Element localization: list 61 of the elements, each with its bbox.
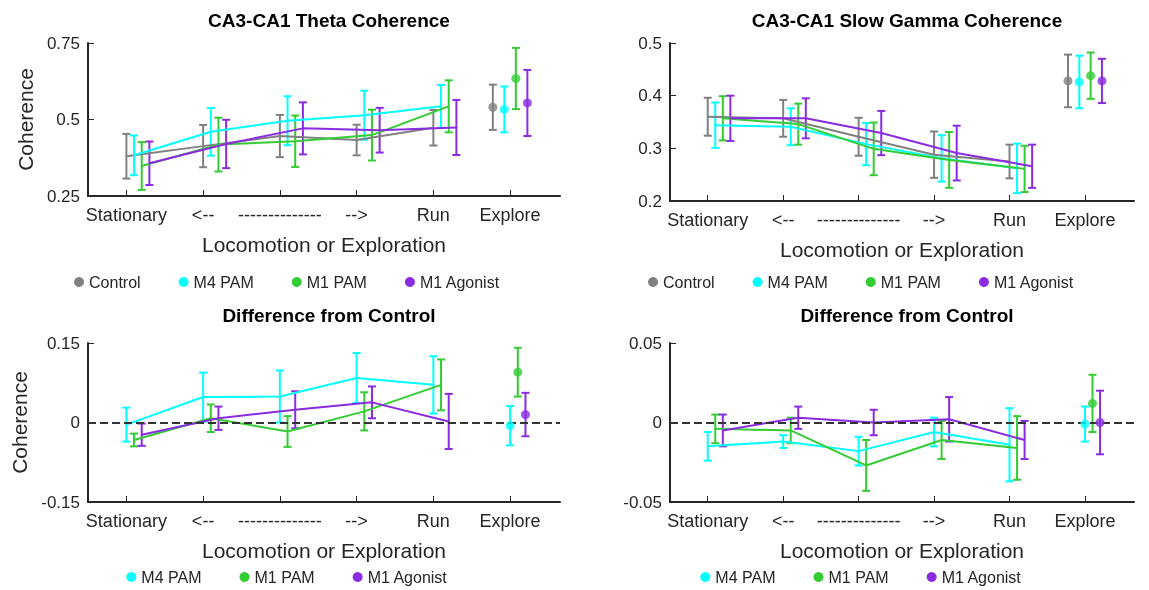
y-tick-label: 0	[652, 413, 662, 432]
y-tick-label: 0.5	[638, 33, 662, 53]
legend-label: M1 Agonist	[941, 568, 1022, 586]
legend-label: M1 PAM	[306, 273, 367, 291]
chart-title: Difference from Control	[800, 305, 1014, 326]
legend-label: M1 PAM	[828, 568, 889, 586]
y-tick-label: 0.3	[638, 138, 662, 158]
y-tick-label: 0.2	[638, 191, 662, 211]
legend-label: Control	[89, 273, 141, 291]
x-tick-label: Stationary	[85, 205, 167, 225]
x-tick-label: <--	[771, 511, 795, 531]
legend-label: M4 PAM	[715, 568, 776, 586]
x-tick-label: <--	[771, 210, 795, 230]
legend-label: M1 PAM	[880, 273, 941, 291]
legend-label: M4 PAM	[141, 568, 202, 586]
chart-title: CA3-CA1 Theta Coherence	[208, 10, 450, 31]
y-axis-title: Coherence	[8, 371, 32, 474]
chart-title: CA3-CA1 Slow Gamma Coherence	[751, 10, 1063, 31]
legend-label: M1 Agonist	[993, 273, 1074, 291]
x-tick-label: --------------	[816, 511, 901, 531]
x-tick-label: Explore	[479, 511, 541, 531]
legend-label: M4 PAM	[767, 273, 828, 291]
x-tick-label: --------------	[237, 205, 322, 225]
x-tick-label: -->	[922, 210, 946, 230]
x-tick-label: -->	[922, 511, 946, 531]
x-axis-title: Locomotion or Exploration	[202, 233, 446, 256]
x-tick-label: <--	[191, 511, 215, 531]
y-tick-label: -0.05	[623, 492, 662, 512]
x-axis-title: Locomotion or Exploration	[780, 238, 1024, 261]
x-tick-label: Explore	[1054, 511, 1116, 531]
x-tick-label: -->	[345, 205, 368, 225]
x-tick-label: Stationary	[667, 511, 749, 531]
x-tick-label: Explore	[479, 205, 541, 225]
legend-label: M1 Agonist	[419, 273, 500, 291]
legend-label: M4 PAM	[193, 273, 254, 291]
x-tick-label: Stationary	[85, 511, 167, 531]
y-tick-label: 0.05	[628, 333, 662, 353]
x-tick-label: -->	[345, 511, 368, 531]
x-axis-title: Locomotion or Exploration	[202, 539, 446, 562]
x-tick-label: Explore	[1054, 210, 1116, 230]
x-tick-label: <--	[191, 205, 215, 225]
x-tick-label: Run	[416, 205, 450, 225]
x-tick-label: Stationary	[667, 210, 749, 230]
y-tick-label: 0.75	[46, 33, 80, 53]
y-tick-label: 0.4	[638, 86, 662, 106]
legend-label: M1 Agonist	[367, 568, 448, 586]
x-tick-label: Run	[416, 511, 450, 531]
x-axis-title: Locomotion or Exploration	[780, 539, 1024, 562]
y-tick-label: 0.5	[56, 110, 80, 129]
x-tick-label: --------------	[816, 210, 901, 230]
y-tick-label: 0.15	[46, 333, 80, 353]
x-tick-label: --------------	[237, 511, 322, 531]
x-tick-label: Run	[993, 511, 1027, 531]
legend-label: Control	[663, 273, 715, 291]
chart-title: Difference from Control	[222, 305, 436, 326]
x-tick-label: Run	[993, 210, 1027, 230]
y-tick-label: 0.25	[46, 186, 80, 206]
y-tick-label: 0	[70, 413, 80, 432]
legend-label: M1 PAM	[254, 568, 315, 586]
y-tick-label: -0.15	[41, 492, 80, 512]
y-axis-title: Coherence	[14, 68, 38, 171]
